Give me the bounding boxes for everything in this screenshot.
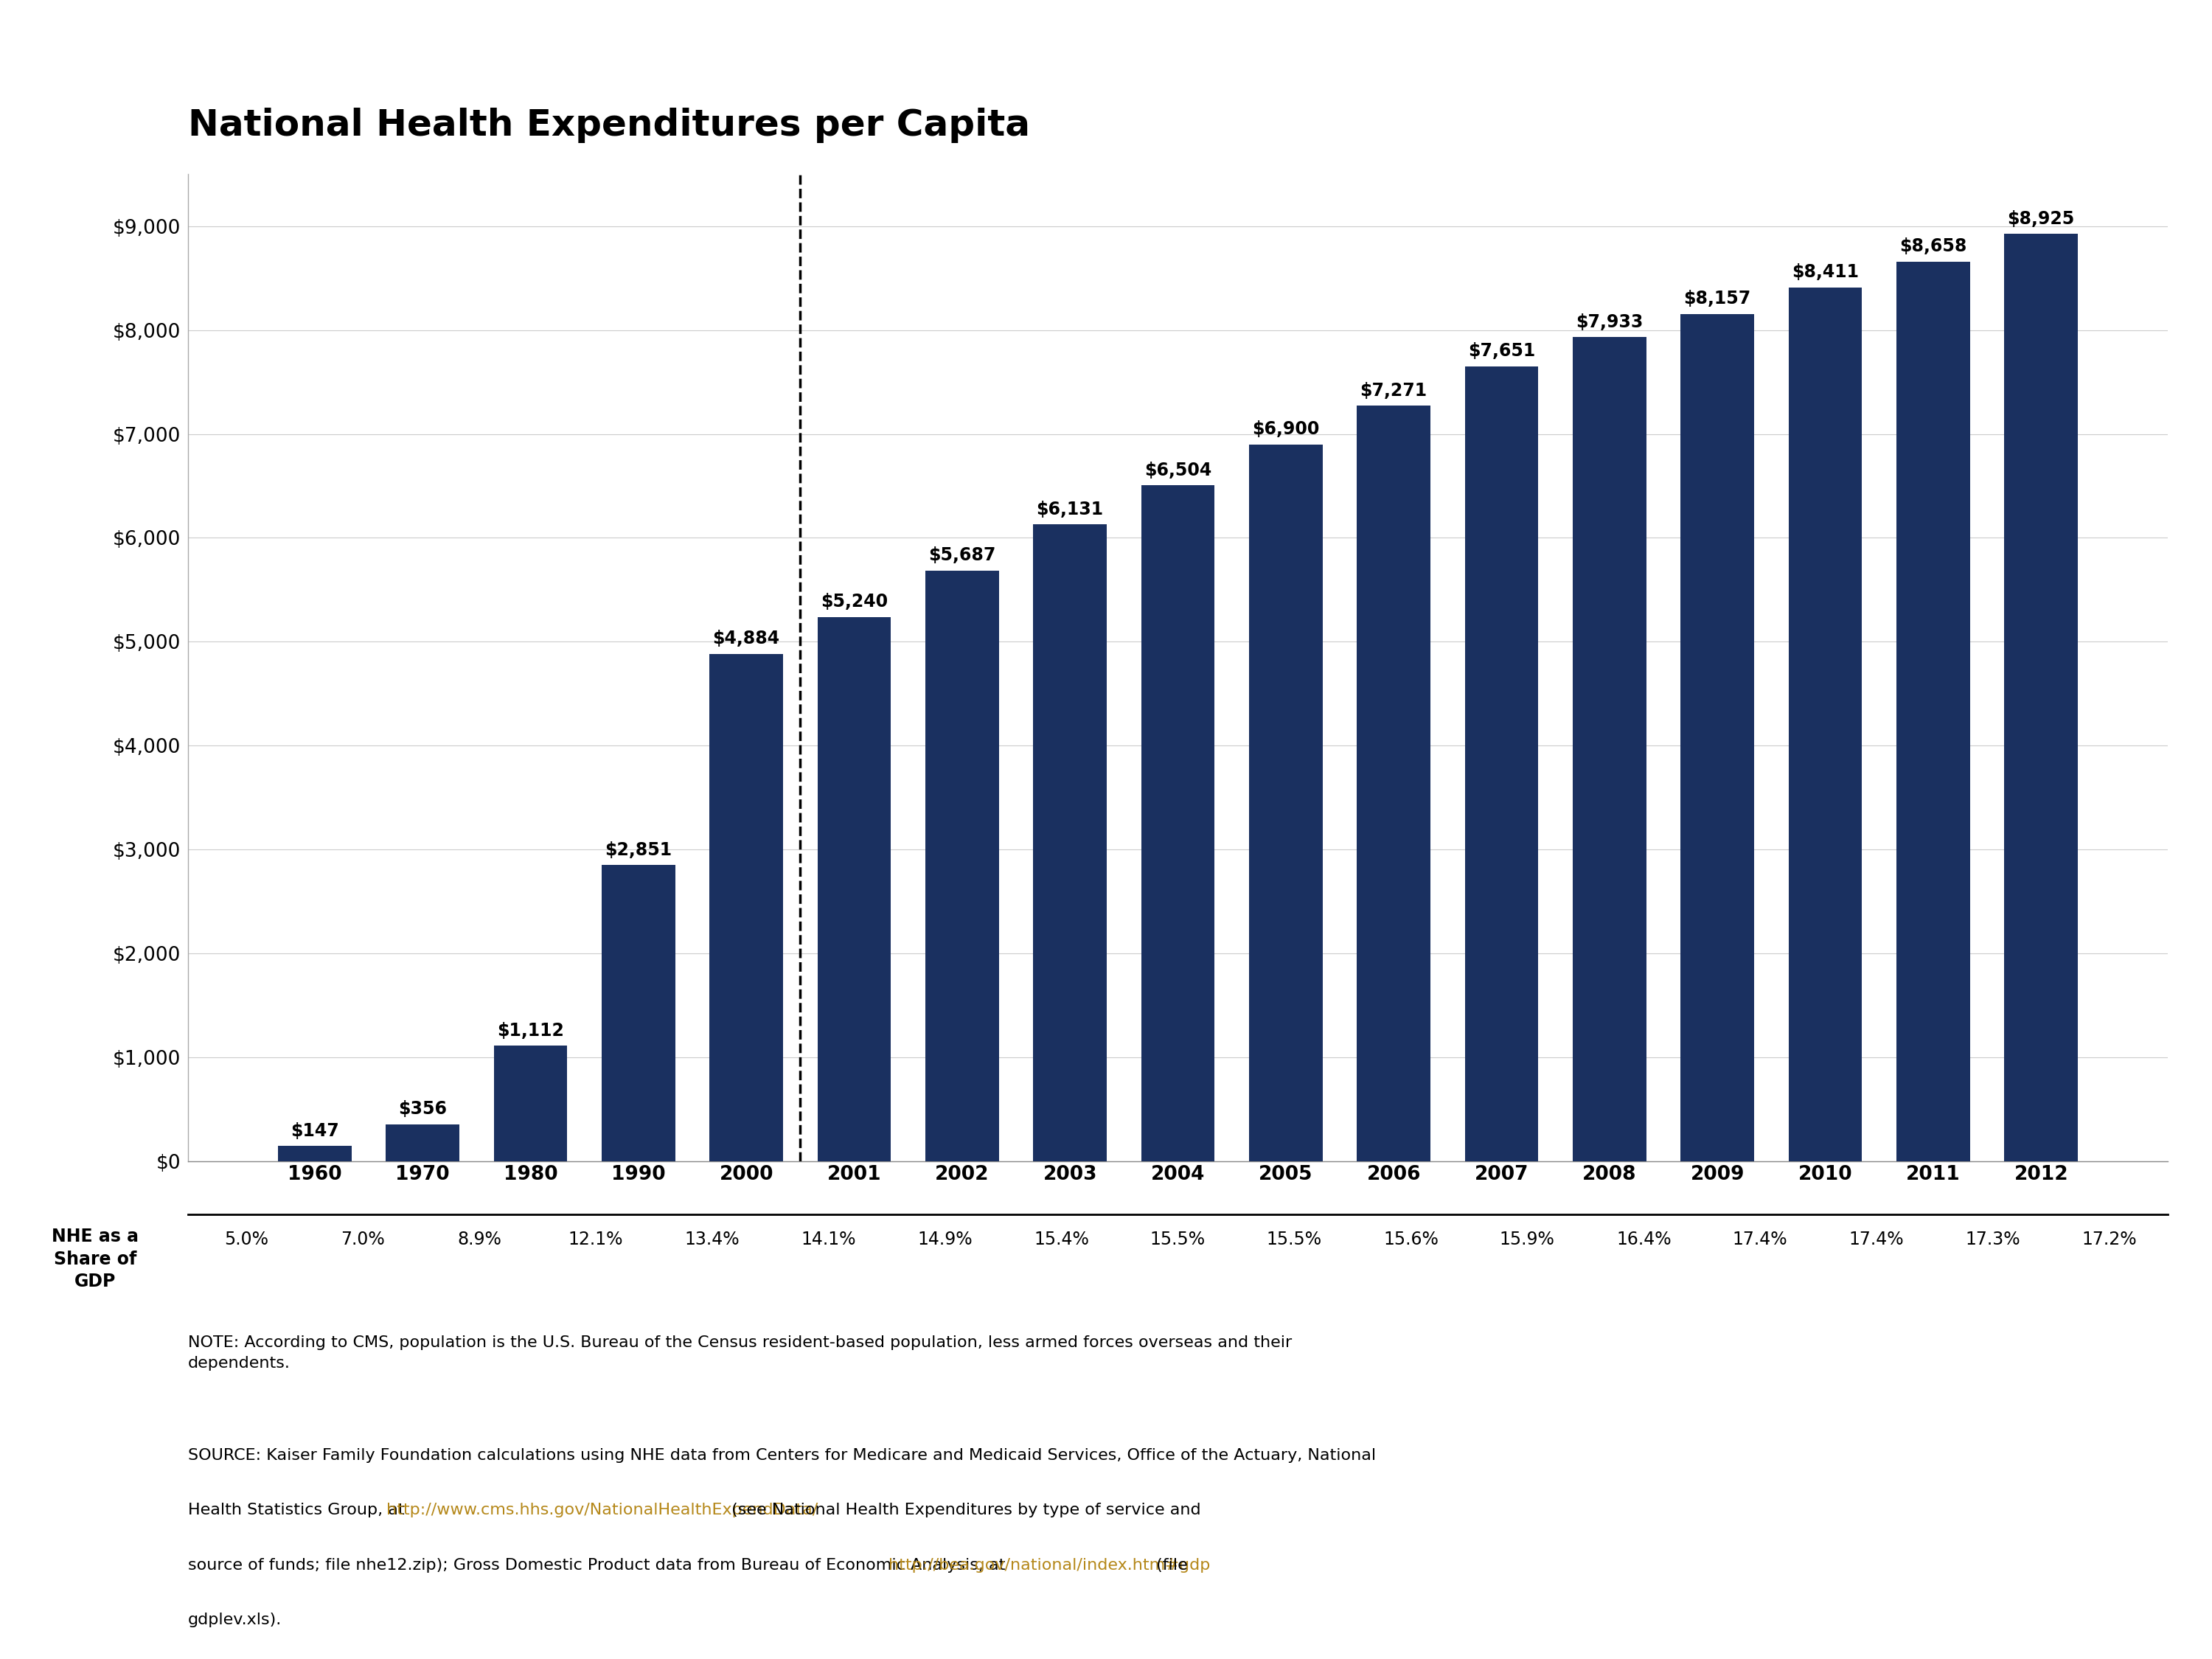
Text: 7.0%: 7.0% xyxy=(341,1231,385,1249)
Text: 13.4%: 13.4% xyxy=(684,1231,739,1249)
Bar xyxy=(279,1146,352,1161)
Text: $6,504: $6,504 xyxy=(1144,461,1212,479)
Bar xyxy=(385,1125,460,1161)
Bar xyxy=(1141,486,1214,1161)
Text: $5,687: $5,687 xyxy=(929,546,995,564)
Bar xyxy=(1356,406,1431,1161)
Text: 12.1%: 12.1% xyxy=(568,1231,624,1249)
Bar xyxy=(1790,287,1863,1161)
Text: $7,933: $7,933 xyxy=(1575,314,1644,330)
Bar xyxy=(1464,367,1537,1161)
Text: gdplev.xls).: gdplev.xls). xyxy=(188,1613,281,1627)
Text: $8,925: $8,925 xyxy=(2008,211,2075,227)
Text: $8,157: $8,157 xyxy=(1683,290,1752,307)
Text: National Health Expenditures per Capita: National Health Expenditures per Capita xyxy=(188,108,1031,143)
Text: 15.5%: 15.5% xyxy=(1267,1231,1323,1249)
Text: 17.4%: 17.4% xyxy=(1732,1231,1787,1249)
Text: 14.1%: 14.1% xyxy=(801,1231,856,1249)
Bar xyxy=(1896,262,1971,1161)
Text: 15.6%: 15.6% xyxy=(1382,1231,1438,1249)
Text: $7,271: $7,271 xyxy=(1360,382,1427,400)
Text: NHE as a
Share of
GDP: NHE as a Share of GDP xyxy=(51,1228,139,1291)
Bar xyxy=(2004,234,2077,1161)
Text: 15.4%: 15.4% xyxy=(1033,1231,1088,1249)
Text: http://www.cms.hhs.gov/NationalHealthExpendData/: http://www.cms.hhs.gov/NationalHealthExp… xyxy=(387,1503,818,1518)
Text: 8.9%: 8.9% xyxy=(458,1231,502,1249)
Text: http://bea.gov/national/index.htm#gdp: http://bea.gov/national/index.htm#gdp xyxy=(889,1558,1210,1573)
Text: (file: (file xyxy=(1150,1558,1188,1573)
Text: $8,658: $8,658 xyxy=(1900,237,1966,255)
Bar xyxy=(493,1045,566,1161)
Text: KAISER: KAISER xyxy=(1978,1483,2051,1500)
Text: $5,240: $5,240 xyxy=(821,592,887,611)
Text: $7,651: $7,651 xyxy=(1469,342,1535,360)
Text: 5.0%: 5.0% xyxy=(223,1231,268,1249)
Text: source of funds; file nhe12.zip); Gross Domestic Product data from Bureau of Eco: source of funds; file nhe12.zip); Gross … xyxy=(188,1558,1011,1573)
Bar xyxy=(925,571,1000,1161)
Text: $6,900: $6,900 xyxy=(1252,420,1321,438)
Text: $147: $147 xyxy=(290,1121,338,1140)
Bar xyxy=(1033,524,1106,1161)
Text: 17.3%: 17.3% xyxy=(1966,1231,2020,1249)
Bar xyxy=(818,617,891,1161)
Text: $1,112: $1,112 xyxy=(498,1022,564,1040)
Text: $8,411: $8,411 xyxy=(1792,264,1858,280)
Text: (see National Health Expenditures by type of service and: (see National Health Expenditures by typ… xyxy=(726,1503,1201,1518)
Bar xyxy=(1573,337,1646,1161)
Text: $6,131: $6,131 xyxy=(1037,501,1104,518)
Text: $2,851: $2,851 xyxy=(604,841,672,859)
Text: 17.2%: 17.2% xyxy=(2081,1231,2137,1249)
Bar xyxy=(1250,445,1323,1161)
Text: 14.9%: 14.9% xyxy=(918,1231,973,1249)
Text: SOURCE: Kaiser Family Foundation calculations using NHE data from Centers for Me: SOURCE: Kaiser Family Foundation calcula… xyxy=(188,1448,1376,1463)
Text: 15.9%: 15.9% xyxy=(1500,1231,1555,1249)
Text: Health Statistics Group, at: Health Statistics Group, at xyxy=(188,1503,409,1518)
Text: 15.5%: 15.5% xyxy=(1150,1231,1206,1249)
Text: $4,884: $4,884 xyxy=(712,630,781,647)
Text: NOTE: According to CMS, population is the U.S. Bureau of the Census resident-bas: NOTE: According to CMS, population is th… xyxy=(188,1335,1292,1370)
Text: 17.4%: 17.4% xyxy=(1849,1231,1905,1249)
Bar xyxy=(1681,314,1754,1161)
Bar xyxy=(602,864,675,1161)
Text: 16.4%: 16.4% xyxy=(1617,1231,1672,1249)
Text: FOUNDATION: FOUNDATION xyxy=(1984,1586,2044,1596)
Text: $356: $356 xyxy=(398,1100,447,1118)
Bar xyxy=(710,654,783,1161)
Text: THE HENRY J.: THE HENRY J. xyxy=(1984,1435,2044,1445)
Text: FAMILY: FAMILY xyxy=(1980,1535,2048,1551)
